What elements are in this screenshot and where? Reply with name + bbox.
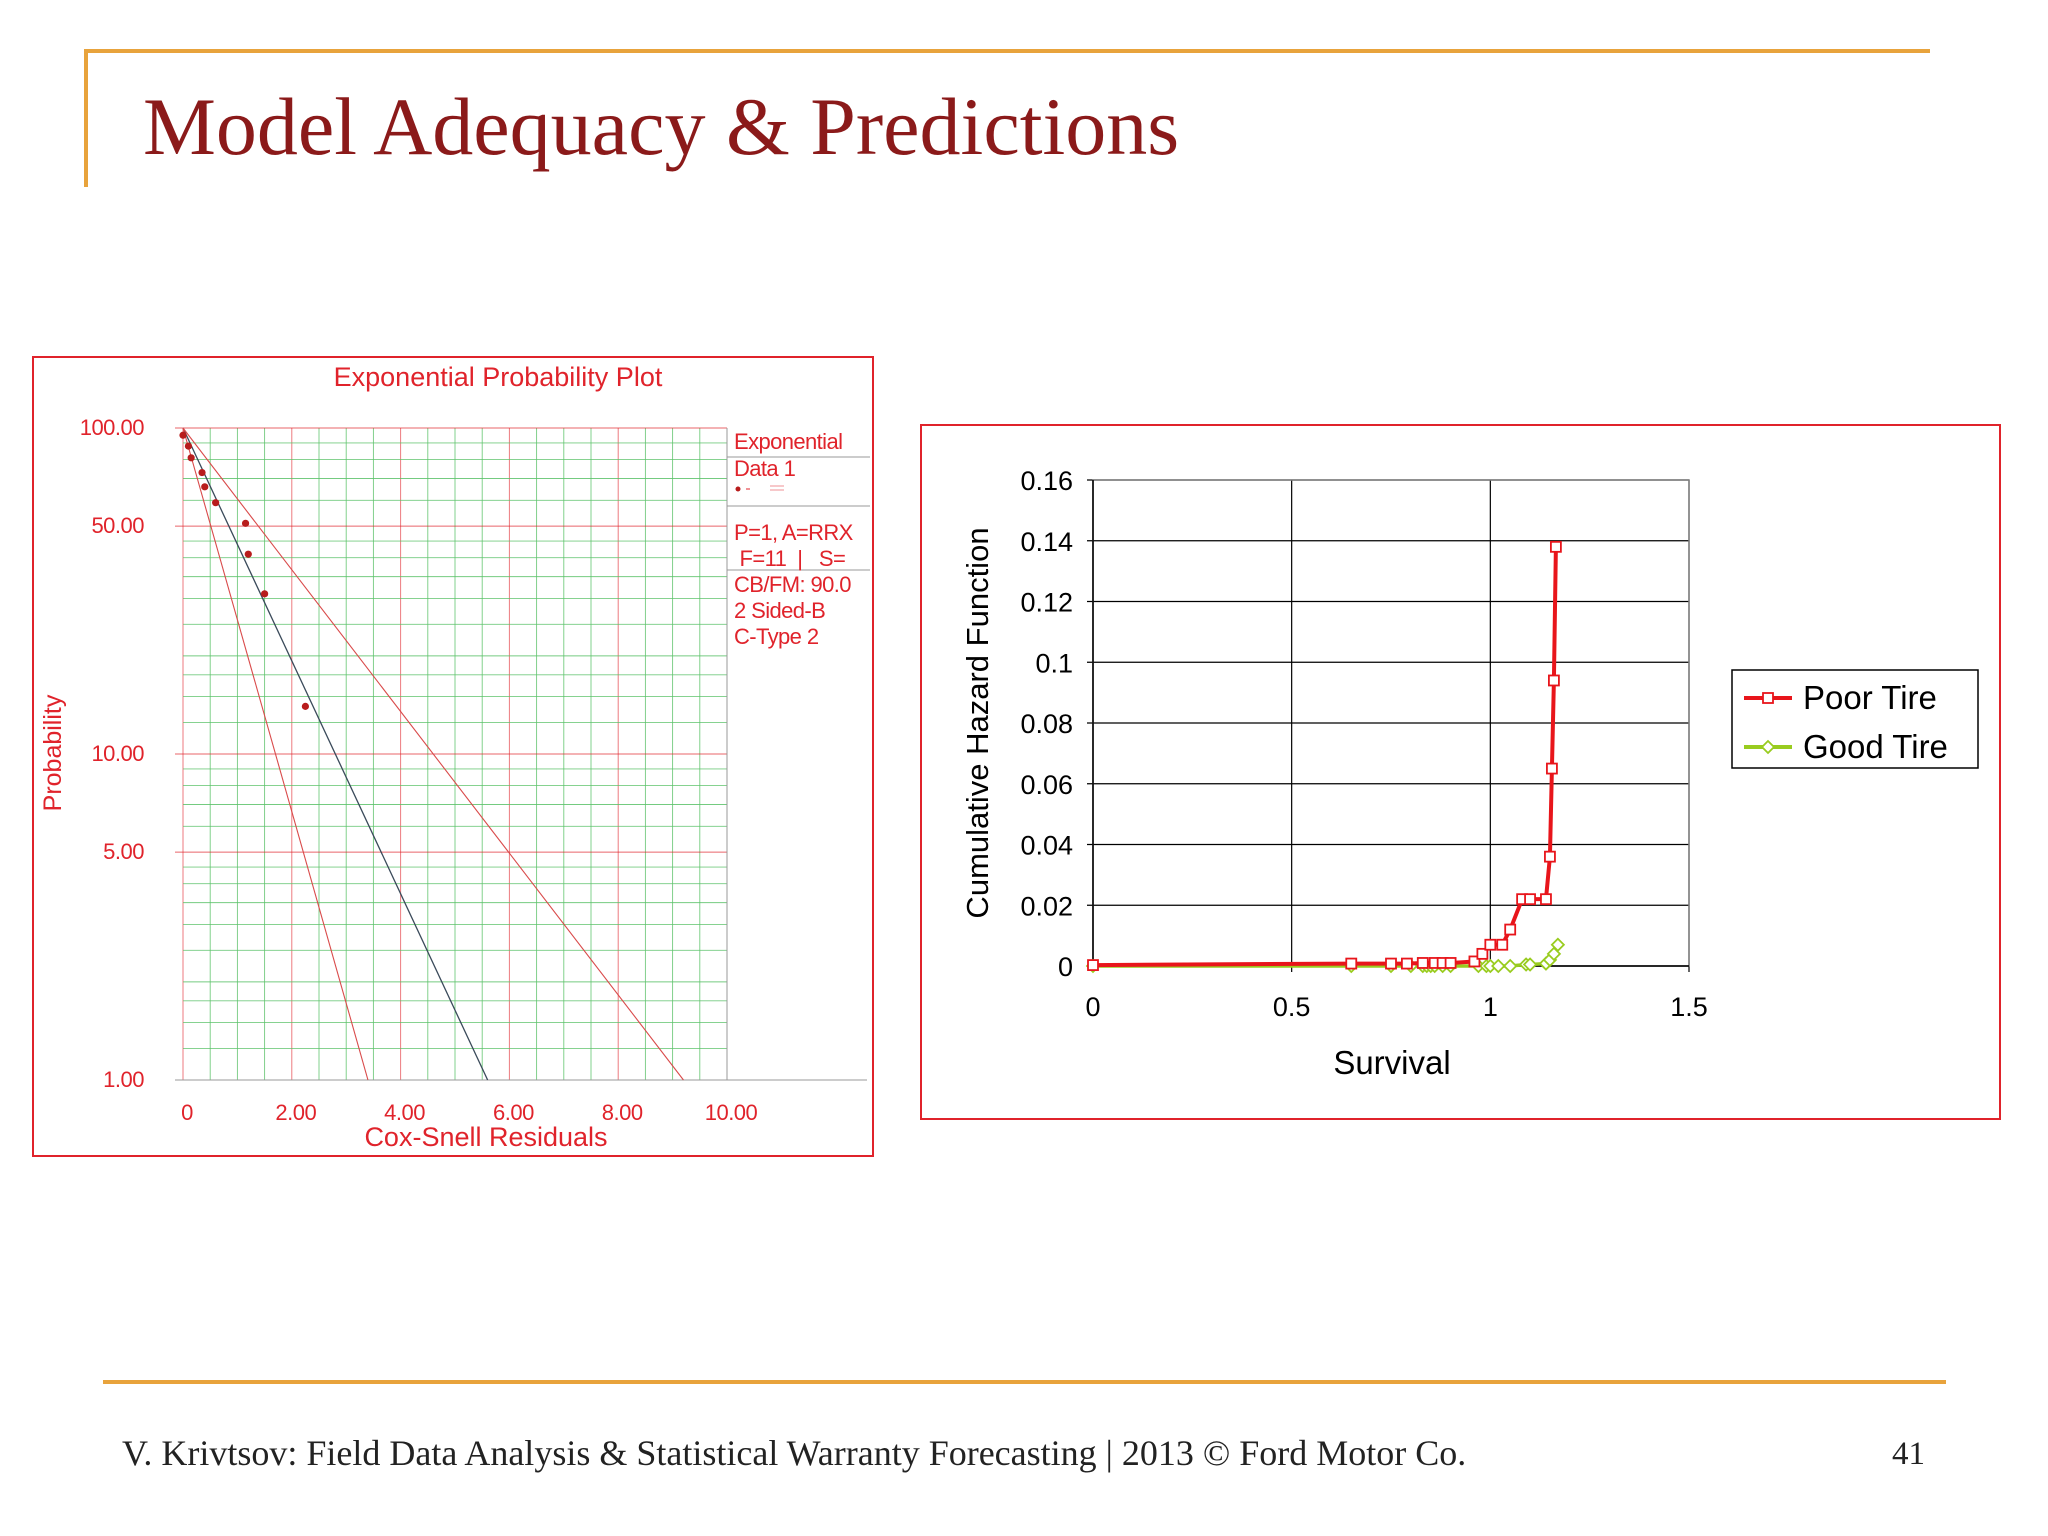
hazard-grid: [1087, 479, 1690, 972]
x-tick-label: 10.00: [705, 1100, 758, 1125]
data-point: [1345, 957, 1358, 970]
data-point: [1549, 540, 1562, 553]
legend-text: C-Type 2: [734, 624, 819, 649]
x-tick-label: 4.00: [384, 1100, 425, 1125]
data-point: [1540, 893, 1552, 906]
y-tick-label: 0: [1058, 952, 1073, 982]
y-tick-label: 0.08: [1020, 709, 1073, 739]
y-tick-label: 0.12: [1020, 588, 1073, 618]
y-axis-label: Probability: [39, 694, 67, 811]
y-tick-label: 0.06: [1020, 770, 1073, 800]
fit-line: [182, 427, 489, 1081]
data-point: [1548, 674, 1560, 687]
footer-accent-rule: [103, 1380, 1946, 1384]
data-point: [1444, 957, 1457, 969]
data-point: [187, 454, 195, 462]
data-point: [1400, 957, 1413, 970]
x-tick-label: 0.5: [1273, 992, 1311, 1022]
hazard-legend: Poor Tire Good Tire: [1731, 669, 1979, 769]
data-point: [1544, 850, 1556, 863]
y-tick-label: 1.00: [103, 1067, 144, 1092]
legend-marker: [735, 486, 741, 492]
data-point: [198, 468, 206, 477]
x-axis-label: Cox-Snell Residuals: [364, 1122, 607, 1152]
data-point: [261, 590, 269, 598]
data-point: [1491, 958, 1506, 974]
data-point: [1468, 955, 1481, 968]
data-point: [1760, 739, 1776, 755]
exponential-probability-plot-panel: Exponential Probability Plot 100.00 50.00 1…: [32, 356, 874, 1157]
data-point: [1762, 692, 1774, 704]
legend-text: P=1, A=RRX: [734, 520, 854, 545]
legend-text: CB/FM: 90.0: [734, 572, 851, 597]
y-tick-label: 0.04: [1020, 831, 1073, 861]
data-point: [1087, 959, 1099, 971]
legend-box: [1731, 669, 1979, 769]
legend-label: Good Tire: [1803, 728, 1948, 765]
data-point: [244, 550, 252, 558]
probability-plot-grid: [175, 427, 870, 1081]
y-axis-label: Cumulative Hazard Function: [960, 527, 995, 918]
series-poor-tire: [1087, 540, 1562, 971]
y-tick-label: 100.00: [80, 415, 145, 440]
data-point: [1546, 762, 1558, 775]
upper-bound-line: [182, 427, 684, 1081]
x-tick-label: 0: [181, 1100, 193, 1125]
data-point: [1504, 923, 1517, 936]
title-accent-rule: [84, 49, 1930, 53]
data-point: [1416, 957, 1429, 969]
y-tick-label: 10.00: [91, 741, 144, 766]
data-point: [241, 519, 250, 527]
x-tick-label: 6.00: [493, 1100, 534, 1125]
series-line: [1092, 546, 1558, 968]
data-point: [1550, 937, 1566, 953]
title-accent-rule-left: [84, 49, 88, 187]
data-point: [301, 702, 309, 710]
lower-bound-line: [182, 427, 369, 1081]
footer-citation: V. Krivtsov: Field Data Analysis & Stati…: [122, 1433, 1467, 1473]
chart-title: Exponential Probability Plot: [334, 362, 663, 392]
cumulative-hazard-chart: 0 0.02 0.04 0.06 0.08 0.1 0.12 0.14 0.16 0 0.5 1 1.5…: [960, 466, 1979, 1081]
legend-text: F=11 | S=: [734, 546, 845, 571]
slide-title: Model Adequacy & Predictions: [143, 81, 1180, 172]
legend-label: Poor Tire: [1803, 679, 1937, 716]
data-point: [1496, 938, 1509, 951]
y-tick-label: 0.02: [1020, 891, 1073, 921]
y-tick-label: 5.00: [103, 839, 144, 864]
data-point: [1385, 957, 1397, 970]
data-point: [1524, 893, 1536, 906]
data-point: [179, 431, 187, 439]
fit-lines: [182, 427, 684, 1081]
legend-text: Data 1: [734, 456, 796, 481]
y-tick-label: 50.00: [91, 513, 144, 538]
x-tick-label: 0: [1085, 992, 1100, 1022]
data-point: [212, 499, 220, 507]
data-point: [184, 442, 193, 450]
legend-text: Exponential: [734, 429, 842, 454]
data-point: [1476, 947, 1489, 960]
data-point: [201, 483, 209, 491]
cumulative-hazard-chart-panel: 0 0.02 0.04 0.06 0.08 0.1 0.12 0.14 0.16 0 0.5 1 1.5…: [920, 424, 2001, 1120]
x-tick-label: 1: [1483, 992, 1498, 1022]
y-tick-label: 0.16: [1020, 466, 1073, 496]
exponential-probability-plot: Exponential Probability Plot 100.00 50.00 1…: [39, 362, 870, 1152]
page-number: 41: [1892, 1436, 1925, 1472]
data-point: [1484, 938, 1497, 951]
x-tick-label: 8.00: [602, 1100, 643, 1125]
y-tick-label: 0.14: [1020, 527, 1073, 557]
data-points: [179, 431, 309, 710]
data-point: [1502, 958, 1518, 974]
data-point: [1522, 957, 1538, 972]
y-tick-label: 0.1: [1035, 648, 1073, 678]
x-axis-label: Survival: [1333, 1044, 1450, 1081]
x-tick-label: 2.00: [275, 1100, 316, 1125]
x-tick-label: 1.5: [1670, 992, 1708, 1022]
legend-text: 2 Sided-B: [734, 598, 825, 623]
